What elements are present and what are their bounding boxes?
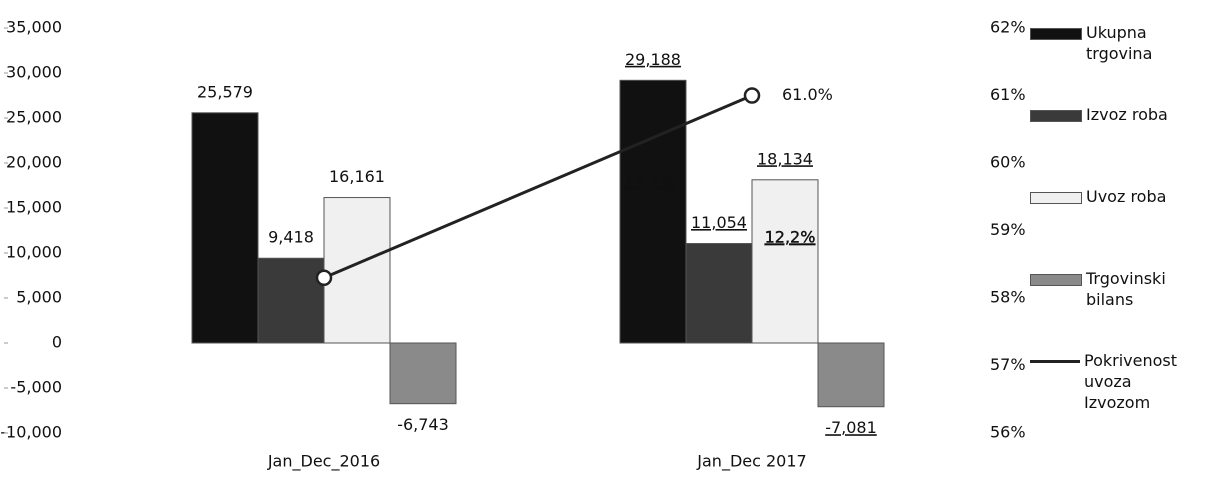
y-tick-label: 0 [52, 333, 62, 352]
legend-item: Pokrivenost uvoza Izvozom [1030, 350, 1206, 432]
bar [619, 79, 687, 344]
annotation: 14,1% [625, 172, 676, 191]
y2-tick-label: 62% [990, 18, 1026, 37]
x-tick-label: Jan_Dec 2017 [696, 452, 806, 472]
y2-tick-label: 59% [990, 220, 1026, 239]
legend-swatch [1030, 192, 1082, 204]
y-tick-label: -5,000 [10, 378, 62, 397]
legend-item: Ukupna trgovina [1030, 22, 1206, 104]
legend-swatch [1030, 28, 1082, 40]
bar [191, 112, 259, 344]
legend-item: Izvoz roba [1030, 104, 1206, 186]
value-label: 18,134 [757, 149, 813, 168]
value-label: 11,054 [691, 213, 747, 232]
bar [323, 197, 391, 344]
legend-item: Trgovinski bilans [1030, 268, 1206, 350]
bar [817, 342, 885, 408]
legend: Ukupna trgovina Izvoz roba Uvoz roba Trgovi… [1030, 22, 1206, 432]
legend-label: Trgovinski bilans [1086, 269, 1166, 309]
value-label: 16,161 [329, 167, 385, 186]
x-tick-label: Jan_Dec_2016 [267, 452, 380, 472]
y-tick-label: 15,000 [6, 198, 62, 217]
y-tick-label: 25,000 [6, 108, 62, 127]
y-tick-label: 5,000 [16, 288, 62, 307]
legend-swatch [1030, 274, 1082, 286]
value-label: 61.0% [782, 85, 833, 104]
y2-tick-label: 58% [990, 288, 1026, 307]
y2-tick-label: 61% [990, 85, 1026, 104]
annotation: 12,2% [765, 228, 816, 247]
legend-label: Ukupna trgovina [1086, 23, 1153, 63]
value-label: 29,188 [625, 50, 681, 69]
y2-tick-label: 60% [990, 153, 1026, 172]
y-tick-label: 35,000 [6, 18, 62, 37]
y2-tick-label: 57% [990, 355, 1026, 374]
legend-label: Uvoz roba [1086, 187, 1167, 206]
value-label: 25,579 [197, 82, 253, 101]
legend-item: Uvoz roba [1030, 186, 1206, 268]
line-point [315, 269, 333, 286]
value-label: -7,081 [825, 418, 877, 437]
y-tick-label: -10,000 [0, 423, 62, 442]
line-point [743, 87, 761, 104]
y2-tick-label: 56% [990, 423, 1026, 442]
value-label: 9,418 [268, 228, 314, 247]
legend-swatch [1030, 360, 1080, 363]
legend-label: Izvoz roba [1086, 105, 1168, 124]
y-tick-label: 20,000 [6, 153, 62, 172]
bar [257, 257, 325, 344]
bar [751, 179, 819, 344]
line [323, 94, 753, 280]
y-tick-label: 10,000 [6, 243, 62, 262]
bar [685, 243, 753, 344]
legend-label: Pokrivenost uvoza Izvozom [1084, 351, 1178, 412]
bar [389, 342, 457, 405]
y-tick-label: 30,000 [6, 63, 62, 82]
value-label: -6,743 [397, 415, 449, 434]
legend-swatch [1030, 110, 1082, 122]
